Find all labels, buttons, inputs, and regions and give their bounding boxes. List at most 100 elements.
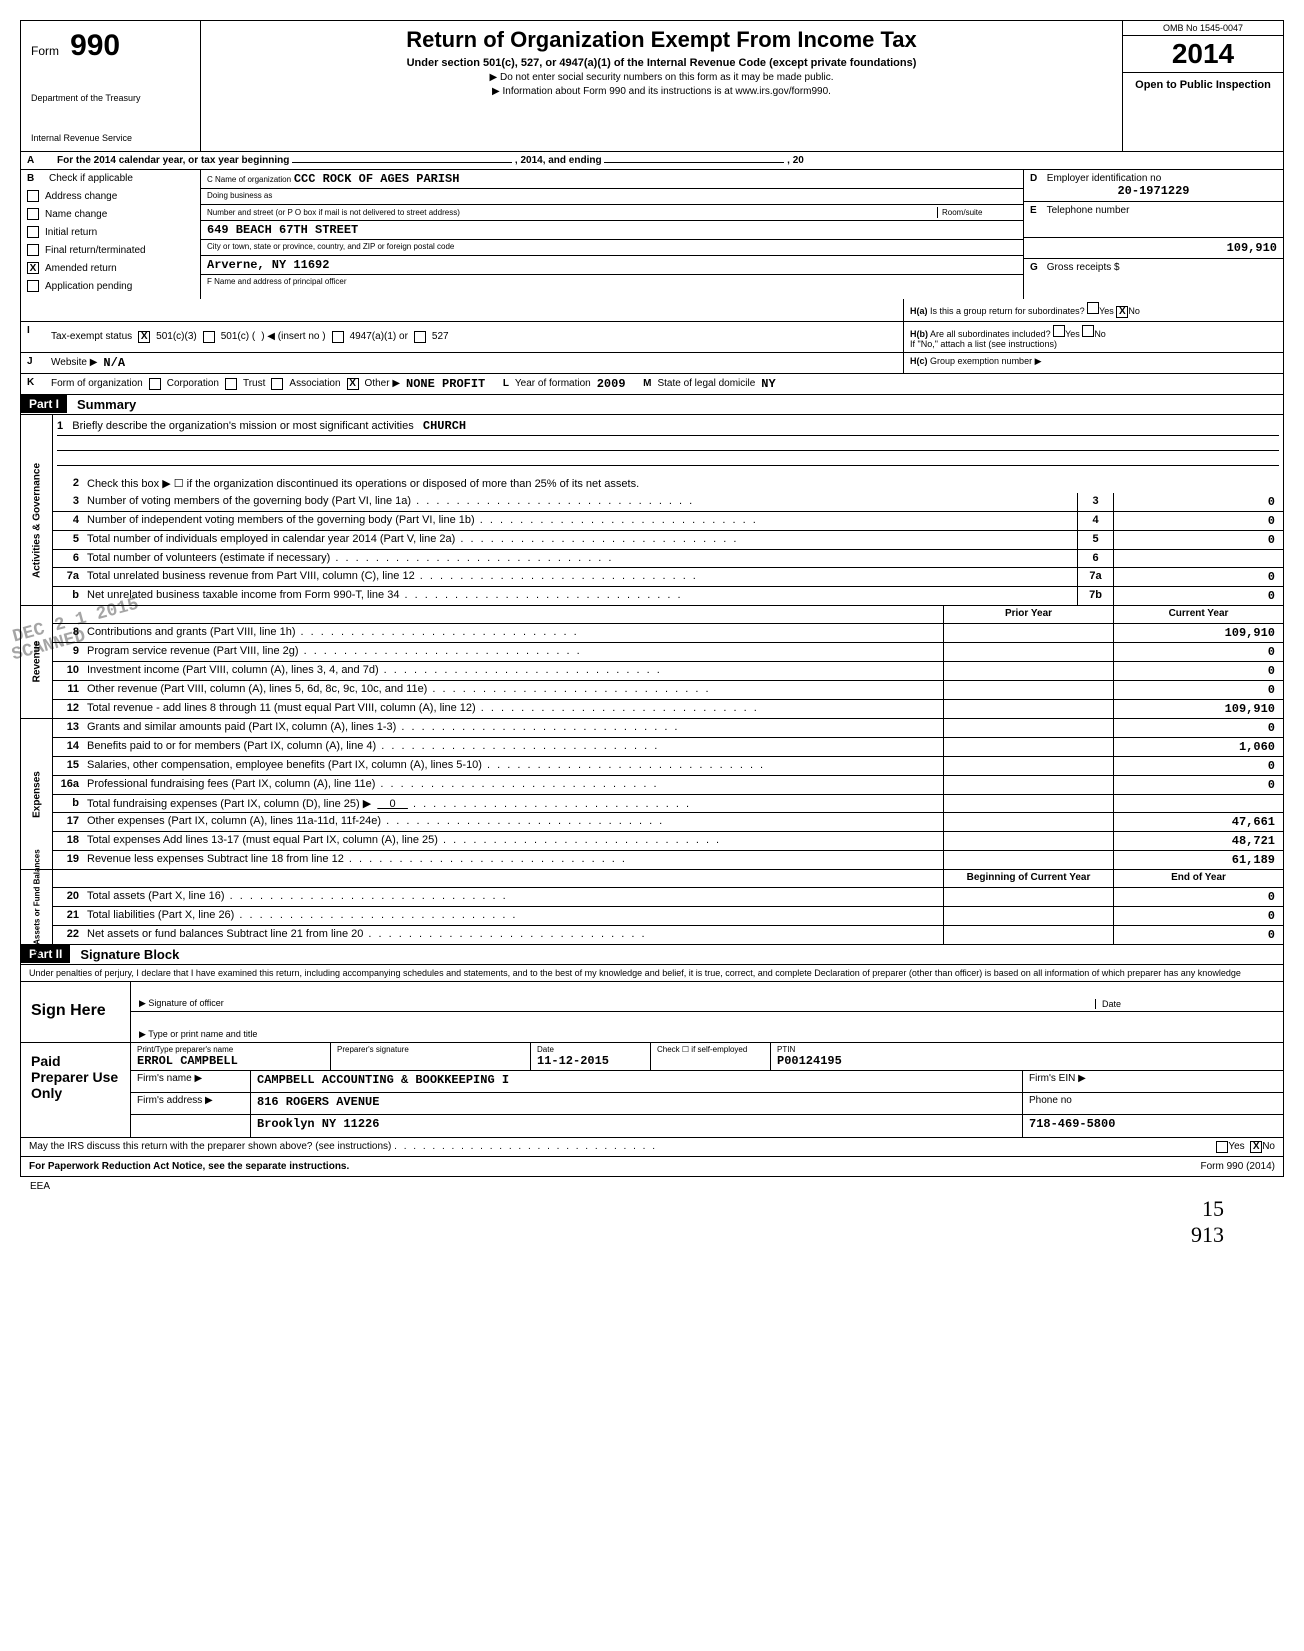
- summary-line: 14Benefits paid to or for members (Part …: [53, 738, 1283, 757]
- firm-addr2: Brooklyn NY 11226: [251, 1115, 1023, 1137]
- chk-name[interactable]: [27, 208, 39, 220]
- chk-501c[interactable]: [203, 331, 215, 343]
- chk-527[interactable]: [414, 331, 426, 343]
- paid-left: Paid Preparer Use Only: [21, 1043, 131, 1137]
- open-public: Open to Public Inspection: [1123, 73, 1283, 97]
- summary-line: 6Total number of volunteers (estimate if…: [53, 550, 1283, 568]
- summary-line: 22Net assets or fund balances Subtract l…: [53, 926, 1283, 944]
- header-row: Form 990 Department of the Treasury Inte…: [21, 21, 1283, 152]
- chk-4947[interactable]: [332, 331, 344, 343]
- ptin-lbl: PTIN: [777, 1045, 1277, 1054]
- revenue-section: SCANNED DEC 2 1 2015 Revenue Prior YearC…: [21, 606, 1283, 719]
- ptin: P00124195: [777, 1054, 842, 1068]
- form-number: 990: [70, 29, 120, 62]
- side-activities: Activities & Governance: [32, 460, 43, 580]
- chk-assoc[interactable]: [271, 378, 283, 390]
- form-subtitle: Under section 501(c), 527, or 4947(a)(1)…: [207, 57, 1116, 69]
- year-box: OMB No 1545-0047 2014 Open to Public Ins…: [1123, 21, 1283, 151]
- part1-hdr: Part I: [21, 395, 67, 413]
- chk-address-lbl: Address change: [45, 191, 117, 202]
- chk-other[interactable]: X: [347, 378, 359, 390]
- form-number-box: Form 990 Department of the Treasury Inte…: [21, 21, 201, 151]
- chk-initial[interactable]: [27, 226, 39, 238]
- other-val: NONE PROFIT: [406, 377, 485, 391]
- chk-trust[interactable]: [225, 378, 237, 390]
- summary-line: 9Program service revenue (Part VIII, lin…: [53, 643, 1283, 662]
- row-a: A For the 2014 calendar year, or tax yea…: [21, 152, 1283, 170]
- hdr-current: Current Year: [1113, 606, 1283, 623]
- g-lbl: G: [1030, 262, 1044, 273]
- dept-irs: Internal Revenue Service: [31, 133, 190, 143]
- l1-no: 1: [57, 420, 63, 432]
- l-lbl: L: [503, 378, 509, 389]
- chk-corp[interactable]: [149, 378, 161, 390]
- chk-final[interactable]: [27, 244, 39, 256]
- form-title: Return of Organization Exempt From Incom…: [207, 27, 1116, 53]
- c-name-lbl: C Name of organization: [207, 175, 291, 184]
- bottom-row: For Paperwork Reduction Act Notice, see …: [21, 1157, 1283, 1176]
- summary-line: 20Total assets (Part X, line 16)0: [53, 888, 1283, 907]
- l2-no: 2: [53, 475, 83, 493]
- row-a-text3: , 20: [787, 155, 804, 166]
- d-lbl: D: [1030, 173, 1044, 184]
- hc-text: Group exemption number ▶: [930, 356, 1041, 366]
- part1-header: Part I Summary: [21, 395, 1283, 415]
- d-text: Employer identification no: [1047, 173, 1162, 184]
- col-c: C Name of organization CCC ROCK OF AGES …: [201, 170, 1023, 299]
- discuss-no[interactable]: X: [1250, 1141, 1262, 1153]
- row-k: K Form of organization Corporation Trust…: [21, 374, 1283, 395]
- k-lbl: K: [21, 374, 45, 394]
- phone-lbl: Phone no: [1023, 1093, 1283, 1114]
- handwritten-913: 913: [1191, 1222, 1224, 1247]
- firm-name: CAMPBELL ACCOUNTING & BOOKKEEPING I: [251, 1071, 1023, 1092]
- dba-lbl: Doing business as: [207, 191, 272, 202]
- summary-line: bNet unrelated business taxable income f…: [53, 587, 1283, 605]
- paid-preparer-block: Paid Preparer Use Only Print/Type prepar…: [21, 1043, 1283, 1138]
- org-name: CCC ROCK OF AGES PARISH: [294, 172, 460, 186]
- sig-officer-lbl: Signature of officer: [148, 998, 223, 1008]
- chk-amended[interactable]: X: [27, 262, 39, 274]
- chk-501c3[interactable]: X: [138, 331, 150, 343]
- ha-yes[interactable]: [1087, 302, 1099, 314]
- ha-no[interactable]: X: [1116, 306, 1128, 318]
- firm-phone: 718-469-5800: [1023, 1115, 1283, 1137]
- col-b-checkboxes: B Check if applicable Address change Nam…: [21, 170, 201, 299]
- hdr-begin: Beginning of Current Year: [943, 870, 1113, 887]
- paperwork-notice: For Paperwork Reduction Act Notice, see …: [29, 1161, 1075, 1172]
- street-address: 649 BEACH 67TH STREET: [207, 223, 358, 237]
- sign-here: Sign Here: [21, 982, 131, 1042]
- form-990: Form 990 Department of the Treasury Inte…: [20, 20, 1284, 1177]
- hdr-end: End of Year: [1113, 870, 1283, 887]
- e-lbl: E: [1030, 205, 1044, 216]
- summary-line: 19Revenue less expenses Subtract line 18…: [53, 851, 1283, 869]
- summary-line: 13Grants and similar amounts paid (Part …: [53, 719, 1283, 738]
- l1-text: Briefly describe the organization's miss…: [72, 420, 413, 432]
- hb-no[interactable]: [1082, 325, 1094, 337]
- summary-line: 3Number of voting members of the governi…: [53, 493, 1283, 512]
- chk-final-lbl: Final return/terminated: [45, 245, 146, 256]
- summary-line: 18Total expenses Add lines 13-17 (must e…: [53, 832, 1283, 851]
- gross-receipts-val: 109,910: [1030, 241, 1277, 255]
- state-domicile: NY: [761, 377, 775, 391]
- chk-address[interactable]: [27, 190, 39, 202]
- hb-text: Are all subordinates included?: [930, 329, 1051, 339]
- part2-title: Signature Block: [70, 945, 189, 964]
- ein: 20-1971229: [1030, 184, 1277, 198]
- hb-yes[interactable]: [1053, 325, 1065, 337]
- summary-line: 17Other expenses (Part IX, column (A), l…: [53, 813, 1283, 832]
- room-lbl: Room/suite: [942, 208, 982, 217]
- city-state-zip: Arverne, NY 11692: [207, 258, 329, 272]
- eea: EEA: [20, 1177, 1284, 1196]
- j-text: Website ▶: [51, 357, 97, 368]
- firm-addr1: 816 ROGERS AVENUE: [251, 1093, 1023, 1114]
- discuss-yes[interactable]: [1216, 1141, 1228, 1153]
- title-box: Return of Organization Exempt From Incom…: [201, 21, 1123, 151]
- city-lbl: City or town, state or province, country…: [207, 242, 454, 253]
- website: N/A: [103, 356, 125, 370]
- chk-pending-lbl: Application pending: [45, 281, 132, 292]
- summary-line: 11Other revenue (Part VIII, column (A), …: [53, 681, 1283, 700]
- chk-pending[interactable]: [27, 280, 39, 292]
- chk-amended-lbl: Amended return: [45, 263, 117, 274]
- row-j: J Website ▶ N/A H(c) Group exemption num…: [21, 353, 1283, 374]
- row-i: I Tax-exempt status X501(c)(3) 501(c) ()…: [21, 322, 1283, 353]
